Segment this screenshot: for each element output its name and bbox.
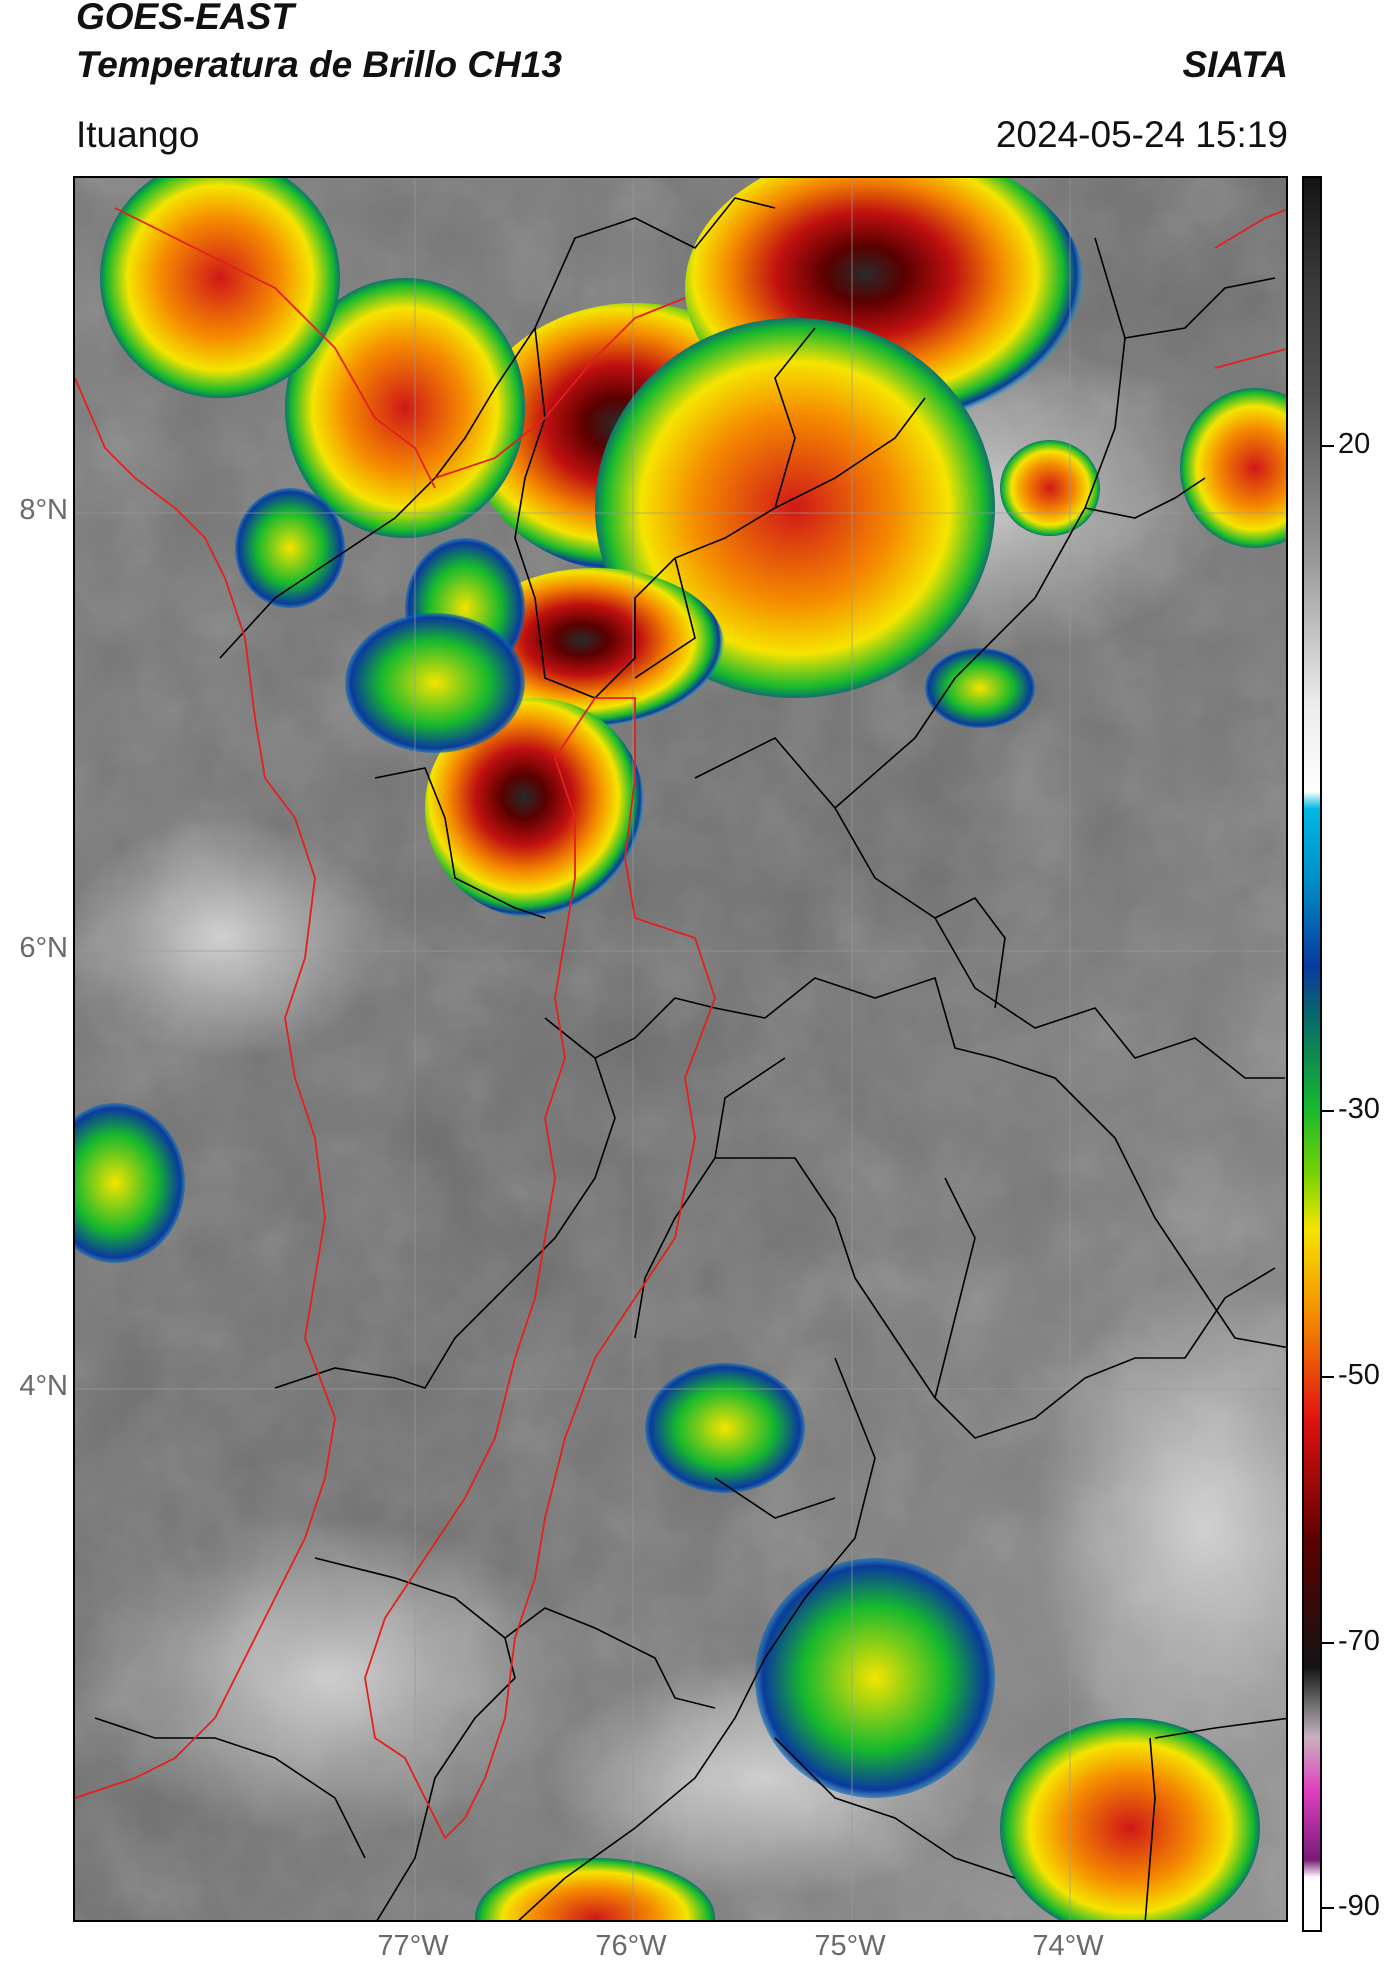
storm-cell-uraba: [285, 278, 525, 538]
bright-cloud-southwest: [75, 1518, 575, 1838]
storm-cell-southeast: [1000, 1718, 1260, 1920]
satellite-map[interactable]: [73, 176, 1288, 1922]
colorbar-tick-minus90: [1322, 1907, 1334, 1909]
organization-label: SIATA: [1182, 44, 1288, 85]
lat-label-6n: 6°N: [19, 932, 68, 964]
colorbar-label-minus70: -70: [1338, 1625, 1380, 1657]
storm-cell-magdalena: [925, 648, 1035, 728]
lon-label-75w: 75°W: [814, 1930, 886, 1962]
lon-label-76w: 76°W: [595, 1930, 667, 1962]
storm-cell-pacific: [75, 1103, 185, 1263]
colorbar-tick-20: [1322, 445, 1334, 447]
storm-cell-small-west: [235, 488, 345, 608]
storm-cell-northwest: [100, 178, 340, 398]
storm-cell-east-small: [1000, 440, 1100, 536]
colorbar-label-minus50: -50: [1338, 1359, 1380, 1391]
storm-cell-atrato: [345, 613, 525, 753]
storm-cell-huila: [755, 1558, 995, 1798]
bright-cloud-east: [1035, 1268, 1286, 1788]
map-canvas: [75, 178, 1286, 1920]
colorbar-label-minus90: -90: [1338, 1890, 1380, 1922]
bright-cloud-west: [75, 818, 385, 1058]
colorbar-label-minus30: -30: [1338, 1093, 1380, 1125]
colorbar-tick-minus30: [1322, 1110, 1334, 1112]
title-satellite: GOES-EAST: [76, 0, 294, 37]
graticule: [75, 178, 1286, 1920]
colorbar-tick-minus50: [1322, 1376, 1334, 1378]
lon-label-77w: 77°W: [377, 1930, 449, 1962]
colorbar: [1302, 176, 1322, 1932]
title-product: Temperatura de Brillo CH13: [76, 44, 562, 85]
department-borders: [94, 197, 1286, 1920]
lat-label-4n: 4°N: [19, 1370, 68, 1402]
colorbar-tick-minus70: [1322, 1642, 1334, 1644]
storm-cell-antioquia: [425, 698, 645, 918]
region-borders: [75, 207, 1286, 1840]
lat-label-8n: 8°N: [19, 494, 68, 526]
colorbar-label-20: 20: [1338, 428, 1371, 460]
storm-cell-valle: [645, 1363, 805, 1493]
lon-label-74w: 74°W: [1032, 1930, 1104, 1962]
location-label: Ituango: [76, 114, 200, 155]
timestamp-label: 2024-05-24 15:19: [995, 114, 1288, 155]
storm-cell-central: [465, 568, 725, 728]
storm-cell-east-edge: [1180, 388, 1286, 548]
